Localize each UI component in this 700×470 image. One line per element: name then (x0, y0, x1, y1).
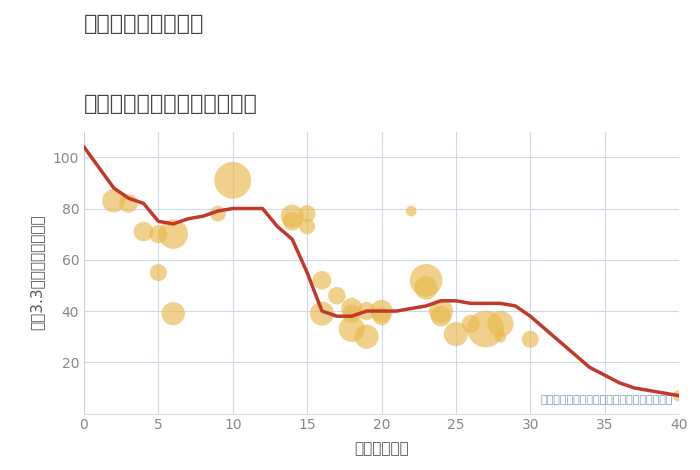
Point (316, 310, 328, 317)
Point (346, 325, 357, 333)
Point (287, 218, 298, 225)
Point (376, 307, 387, 315)
Point (227, 177, 238, 184)
Point (153, 230, 164, 238)
Point (435, 313, 447, 320)
Point (287, 212, 298, 220)
Point (302, 210, 313, 218)
Point (123, 200, 134, 207)
Text: 築年数別中古マンション価格: 築年数別中古マンション価格 (84, 94, 258, 114)
Point (302, 223, 313, 230)
Point (316, 276, 328, 284)
Point (406, 207, 417, 215)
Point (495, 320, 506, 328)
X-axis label: 築年数（年）: 築年数（年） (354, 441, 409, 456)
Point (168, 310, 179, 317)
Point (346, 310, 357, 317)
Text: 埼玉県東松山市松山: 埼玉県東松山市松山 (84, 14, 204, 34)
Point (525, 336, 536, 343)
Point (376, 313, 387, 320)
Point (465, 320, 476, 328)
Point (480, 325, 491, 333)
Point (108, 197, 119, 204)
Point (138, 228, 149, 235)
Text: 円の大きさは、取引のあった物件面積を示す: 円の大きさは、取引のあった物件面積を示す (540, 395, 673, 405)
Point (495, 333, 506, 340)
Point (361, 333, 372, 340)
Point (435, 307, 447, 315)
Point (421, 276, 432, 284)
Y-axis label: 坪（3.3㎡）単価（万円）: 坪（3.3㎡）単価（万円） (29, 215, 44, 330)
Point (673, 392, 685, 399)
Point (361, 307, 372, 315)
Point (212, 210, 223, 218)
Point (346, 305, 357, 312)
Point (331, 292, 342, 299)
Point (421, 284, 432, 292)
Point (450, 330, 461, 338)
Point (168, 230, 179, 238)
Point (153, 269, 164, 276)
